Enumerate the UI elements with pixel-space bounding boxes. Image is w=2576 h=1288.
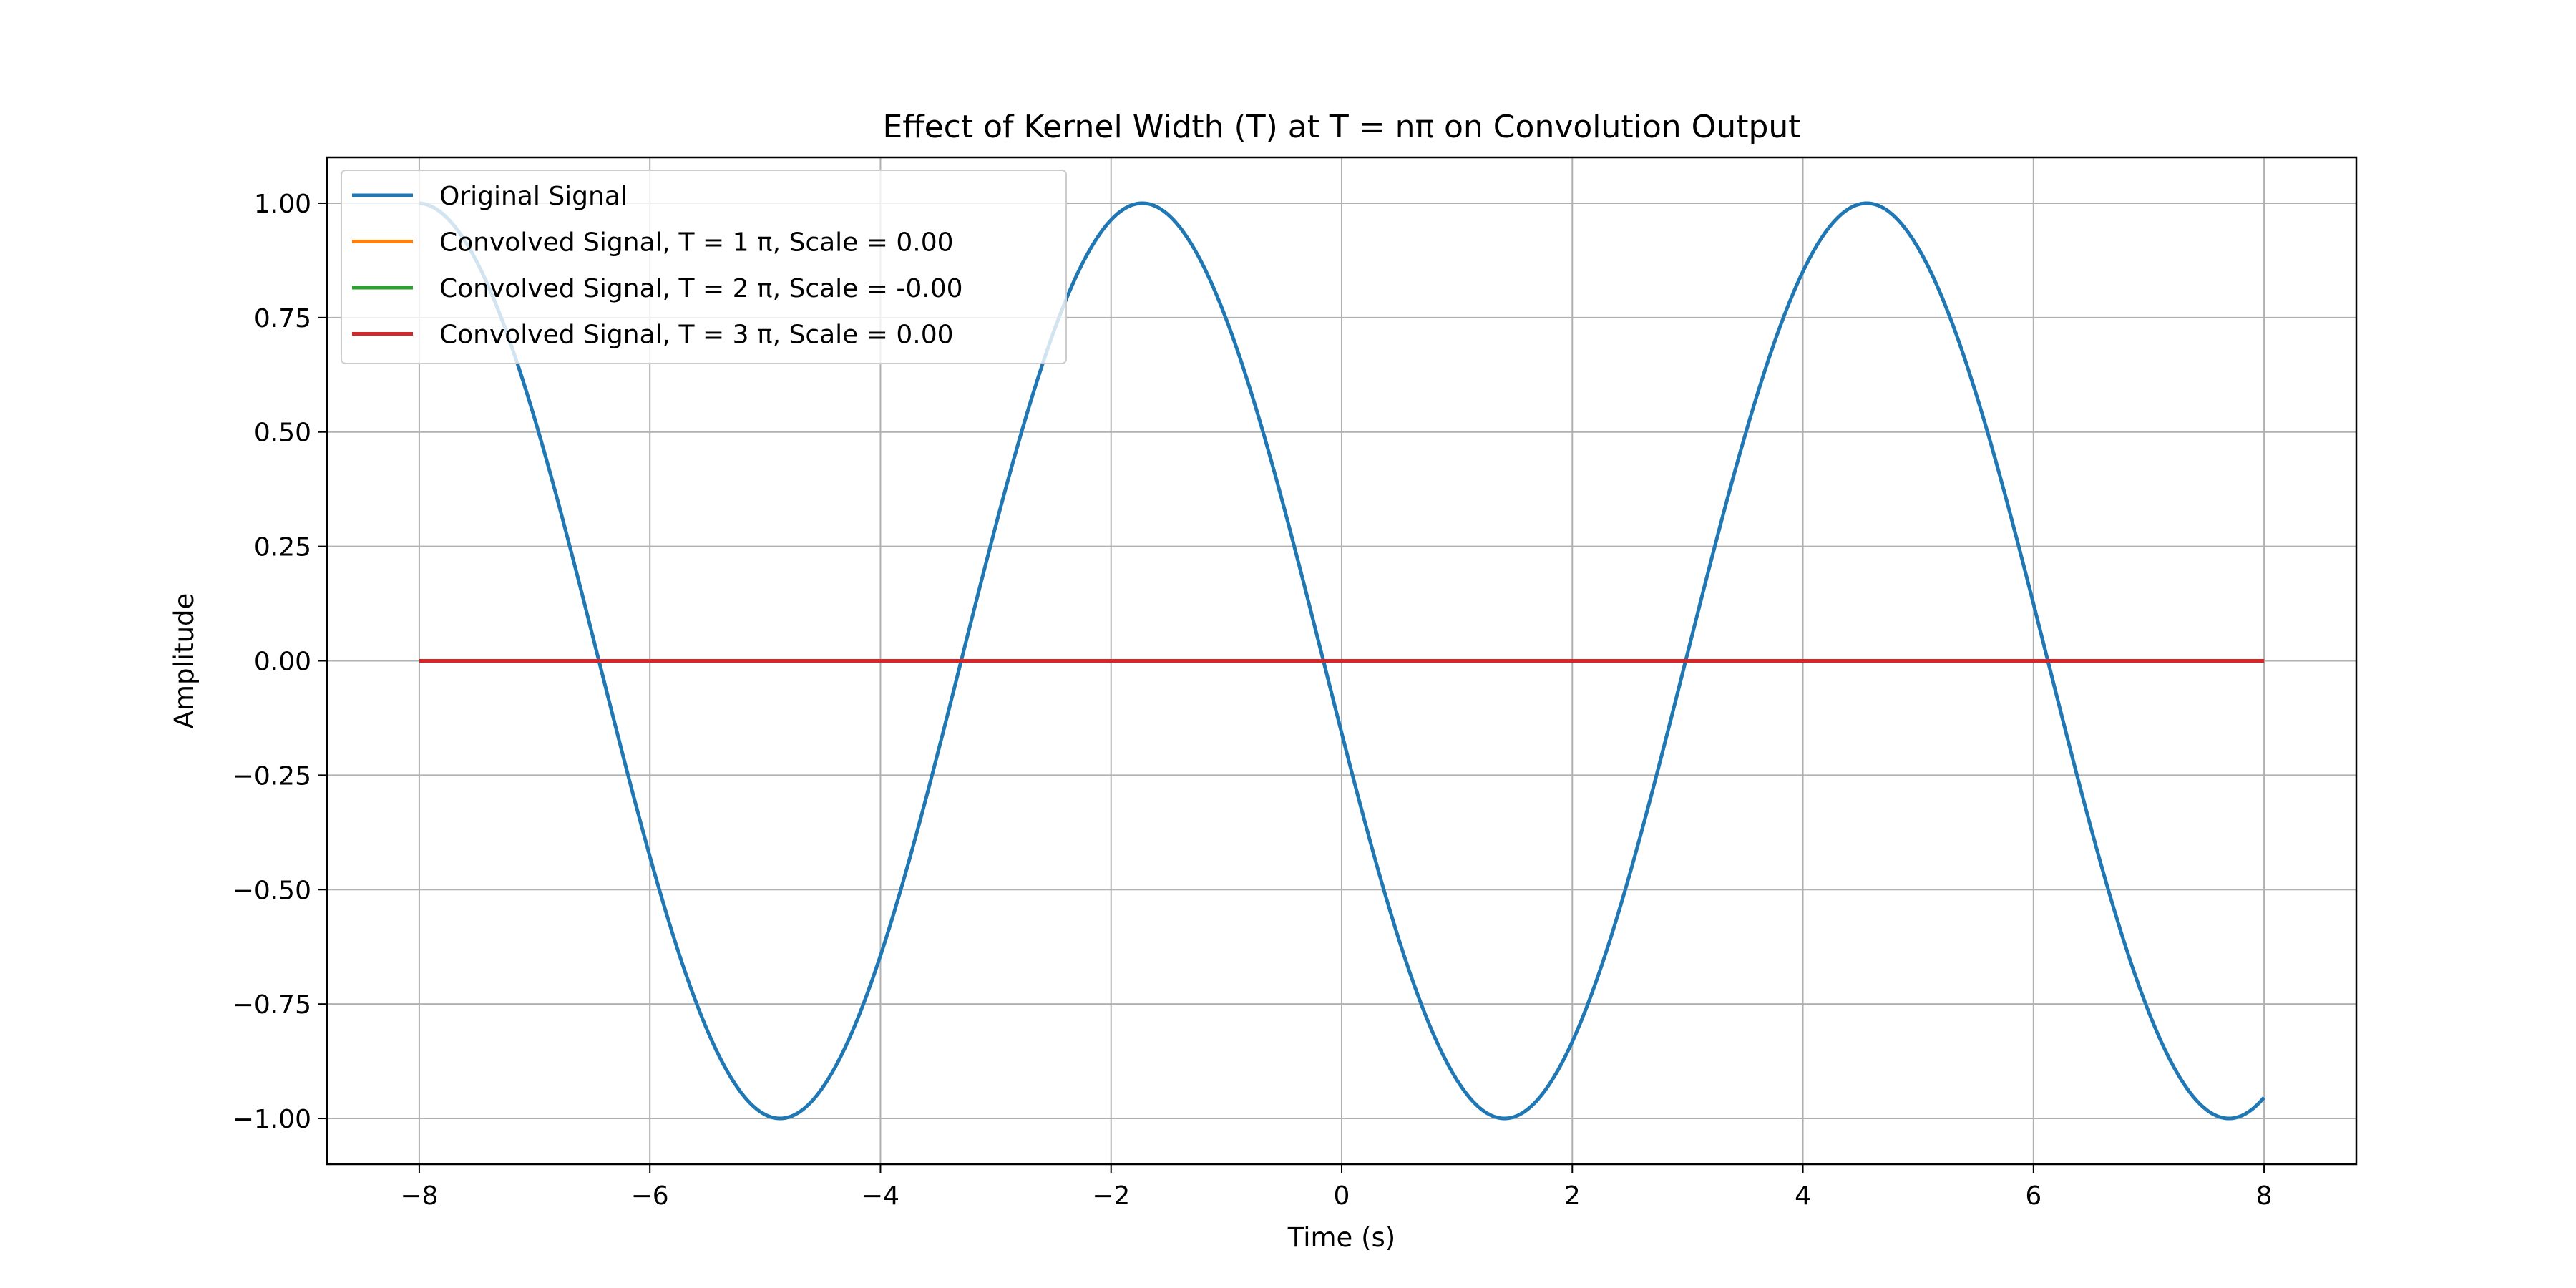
y-axis-label: Amplitude [169, 593, 200, 729]
y-tick-label: −1.00 [233, 1105, 311, 1134]
legend-label-4: Convolved Signal, T = 3 π, Scale = 0.00 [439, 321, 954, 350]
legend-label-2: Convolved Signal, T = 1 π, Scale = 0.00 [439, 228, 954, 258]
y-tick-label: 0.25 [254, 533, 311, 562]
legend-items: Original Signal Convolved Signal, T = 1 π… [352, 182, 963, 350]
y-tick-label: 1.00 [254, 190, 311, 219]
x-tick-label: −4 [862, 1181, 899, 1211]
x-tick-label: −6 [631, 1181, 669, 1211]
x-tick-label: 8 [2256, 1181, 2273, 1211]
legend-label-3: Convolved Signal, T = 2 π, Scale = -0.00 [439, 274, 963, 303]
legend: Original Signal Convolved Signal, T = 1 π… [341, 170, 1067, 364]
y-tick-label: −0.25 [233, 761, 311, 791]
x-tick-label: 6 [2025, 1181, 2041, 1211]
x-tick-label: 4 [1795, 1181, 1811, 1211]
y-tick-label: 0.50 [254, 419, 311, 448]
x-tick-label: 2 [1564, 1181, 1581, 1211]
x-tick-label: 0 [1334, 1181, 1350, 1211]
y-tick-label: 0.75 [254, 304, 311, 333]
y-tick-label: −0.75 [233, 990, 311, 1020]
y-tick-label: 0.00 [254, 648, 311, 677]
x-tick-label: −8 [400, 1181, 438, 1211]
y-tick-label: −0.50 [233, 876, 311, 905]
ticks: −8 −6 −4 −2 0 2 4 6 8 1.00 0.75 0.50 0.25 0.00 −0.25 −0… [233, 190, 2273, 1211]
legend-label-1: Original Signal [439, 182, 628, 211]
series-layer [419, 201, 2265, 1121]
x-tick-label: −2 [1092, 1181, 1130, 1211]
chart-title: Effect of Kernel Width (T) at T = nπ on … [882, 109, 1800, 145]
x-axis-label: Time (s) [1287, 1222, 1395, 1253]
legend-box [341, 170, 1067, 364]
series-line-1 [419, 201, 2265, 1121]
